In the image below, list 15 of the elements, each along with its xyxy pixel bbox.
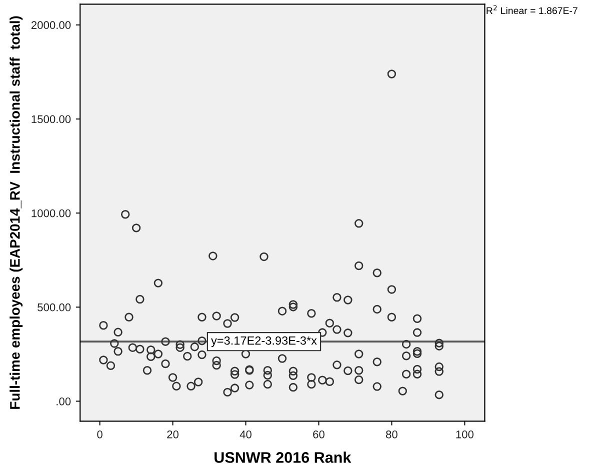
x-tick-label: 60 [313, 430, 324, 438]
x-tick-label: 100 [456, 430, 474, 438]
y-tick-label: 2000.00 [31, 21, 71, 30]
y-tick-label: 500.00 [38, 303, 71, 312]
x-tick-label: 0 [97, 430, 102, 438]
y-tick-label: .00 [56, 397, 71, 406]
y-axis-title: Full-time employees (EAP2014_RV Instructional staff total) [10, 16, 23, 409]
text: R$^{2}$ Linear = 1.867E-7 [486, 5, 578, 14]
y-tick-label: 1500.00 [32, 115, 71, 124]
x-tick-label: 20 [167, 430, 179, 438]
x-axis-title: USNWR 2016 Rank [214, 452, 352, 463]
x-tick-label: 40 [240, 430, 252, 438]
x-tick-label: 80 [386, 430, 398, 438]
annotation: y=3.17E2-3.93E-3*x [211, 336, 317, 348]
y-tick-label: 1000.00 [32, 209, 71, 218]
